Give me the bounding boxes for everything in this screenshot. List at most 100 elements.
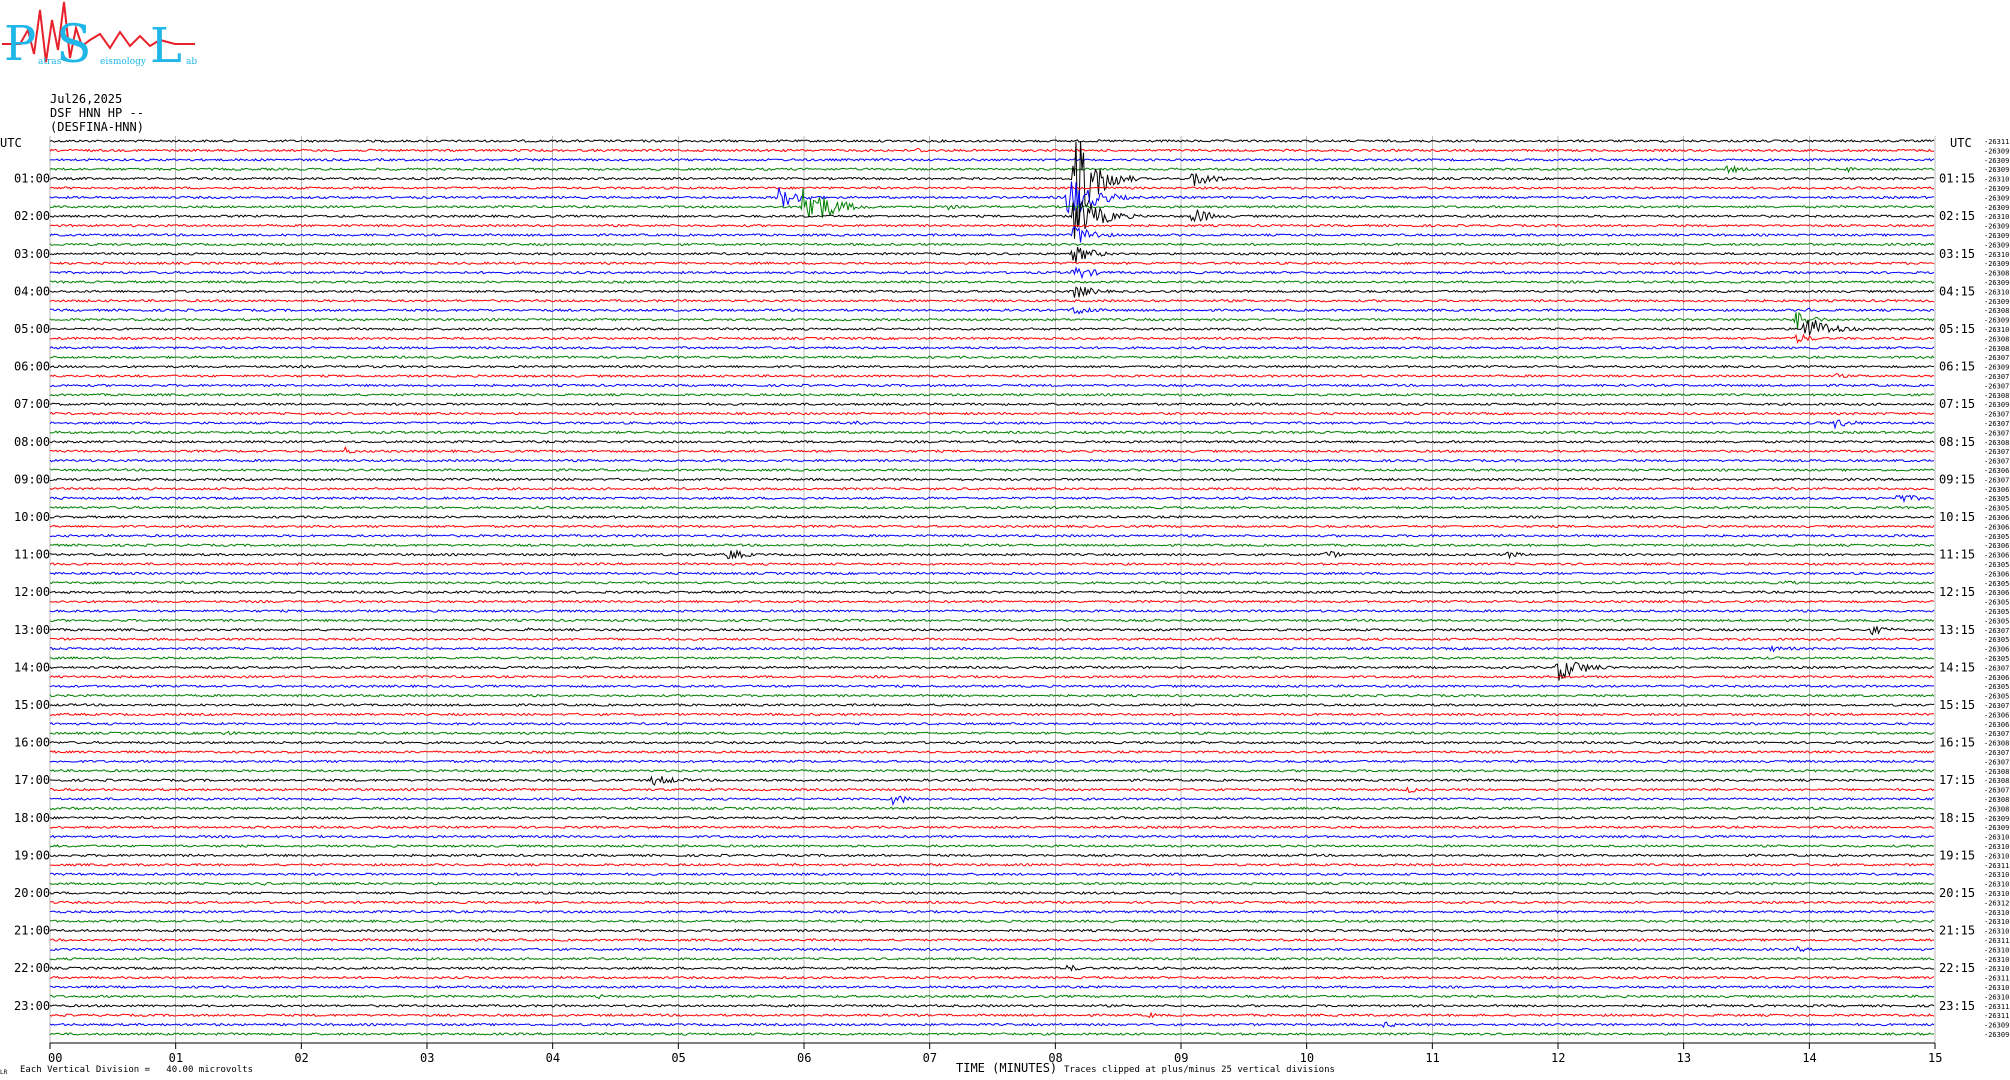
trace-offset-label: -26309 xyxy=(1984,166,2009,174)
trace-offset-label: -26309 xyxy=(1984,157,2009,165)
trace-offset-label: -26309 xyxy=(1984,279,2009,287)
trace-offset-label: -26310 xyxy=(1984,928,2009,936)
seismic-trace-21 xyxy=(49,333,1935,344)
seismic-trace-9 xyxy=(49,223,1935,228)
hour-label-right: 10:15 xyxy=(1939,510,1975,524)
psl-logo: P S L atras eismology ab xyxy=(2,1,197,75)
x-tick-label: 11 xyxy=(1425,1051,1439,1065)
grid-lines xyxy=(49,136,1936,1043)
trace-offset-label: -26306 xyxy=(1984,711,2009,719)
seismic-trace-74 xyxy=(49,834,1935,839)
trace-offset-label: -26309 xyxy=(1984,147,2009,155)
trace-offset-label: -26305 xyxy=(1984,505,2009,513)
trace-offset-label: -26310 xyxy=(1984,965,2009,973)
seismic-trace-24 xyxy=(49,364,1935,369)
seismic-trace-52 xyxy=(49,625,1935,636)
hour-label-right: 07:15 xyxy=(1939,397,1975,411)
trace-offset-label: -26306 xyxy=(1984,542,2009,550)
trace-offset-label: -26307 xyxy=(1984,664,2009,672)
trace-offset-label: -26307 xyxy=(1984,787,2009,795)
hour-label-right: 15:15 xyxy=(1939,698,1975,712)
seismic-trace-29 xyxy=(49,411,1935,416)
hour-label-right: 01:15 xyxy=(1939,172,1975,186)
trace-offset-label: -26310 xyxy=(1984,918,2009,926)
x-tick-label: 07 xyxy=(923,1051,937,1065)
trace-offset-label: -26308 xyxy=(1984,439,2009,447)
trace-offset-label: -26309 xyxy=(1984,298,2009,306)
trace-offset-label: -26305 xyxy=(1984,599,2009,607)
seismic-trace-3 xyxy=(49,164,1935,175)
seismic-trace-58 xyxy=(49,684,1935,689)
trace-offset-label: -26305 xyxy=(1984,693,2009,701)
seismic-trace-16 xyxy=(49,285,1935,298)
seismic-trace-56 xyxy=(49,661,1935,681)
trace-offset-label: -26305 xyxy=(1984,608,2009,616)
trace-offset-label: -26308 xyxy=(1984,270,2009,278)
seismic-trace-11 xyxy=(49,242,1935,247)
seismic-trace-12 xyxy=(49,246,1935,263)
seismic-trace-13 xyxy=(49,261,1935,266)
seismic-trace-26 xyxy=(49,383,1935,388)
seismic-trace-22 xyxy=(49,345,1935,350)
seismic-trace-50 xyxy=(49,609,1935,613)
trace-offset-label: -26311 xyxy=(1984,138,2009,146)
hour-label-left: 06:00 xyxy=(14,360,50,374)
seismic-trace-55 xyxy=(49,656,1935,660)
hour-label-right: 09:15 xyxy=(1939,472,1975,486)
trace-offset-label: -26309 xyxy=(1984,1022,2009,1030)
hour-label-right: 13:15 xyxy=(1939,623,1975,637)
trace-offset-label: -26308 xyxy=(1984,796,2009,804)
logo-text-ab: ab xyxy=(186,57,197,67)
hour-label-left: 04:00 xyxy=(14,284,50,298)
trace-offset-label: -26310 xyxy=(1984,213,2009,221)
hour-label-left: 11:00 xyxy=(14,548,50,562)
seismic-trace-20 xyxy=(49,319,1935,336)
hour-label-right: 23:15 xyxy=(1939,999,1975,1013)
trace-offset-label: -26310 xyxy=(1984,946,2009,954)
seismic-trace-6 xyxy=(49,181,1934,214)
seismic-trace-70 xyxy=(49,795,1935,807)
hour-label-left: 21:00 xyxy=(14,924,50,938)
seismic-trace-76 xyxy=(49,853,1935,858)
seismic-trace-73 xyxy=(49,825,1934,830)
trace-offset-label: -26307 xyxy=(1984,749,2009,757)
seismic-trace-68 xyxy=(49,775,1935,786)
seismic-trace-80 xyxy=(49,891,1935,895)
trace-offset-label: -26309 xyxy=(1984,204,2009,212)
x-tick-label: 08 xyxy=(1048,1051,1062,1065)
x-tick-label: 05 xyxy=(671,1051,685,1065)
seismic-trace-69 xyxy=(50,786,1935,794)
trace-offset-label: -26306 xyxy=(1984,674,2009,682)
seismic-trace-61 xyxy=(49,712,1935,717)
seismic-trace-71 xyxy=(49,806,1935,811)
seismic-trace-92 xyxy=(49,1003,1935,1008)
seismic-trace-59 xyxy=(49,693,1935,698)
trace-offset-label: -26309 xyxy=(1984,815,2009,823)
x-tick-label: 12 xyxy=(1551,1051,1565,1065)
trace-offset-label: -26311 xyxy=(1984,862,2009,870)
hour-label-right: 22:15 xyxy=(1939,961,1975,975)
seismic-trace-45 xyxy=(49,562,1935,566)
trace-offset-label: -26309 xyxy=(1984,223,2009,231)
trace-offset-label: -26305 xyxy=(1984,636,2009,644)
trace-offset-label: -26310 xyxy=(1984,993,2009,1001)
trace-offset-label: -26309 xyxy=(1984,260,2009,268)
hour-label-left: 01:00 xyxy=(14,172,50,186)
seismic-trace-0 xyxy=(49,139,1935,143)
trace-offset-label: -26306 xyxy=(1984,721,2009,729)
seismic-trace-2 xyxy=(49,157,1935,162)
trace-offset-label: -26305 xyxy=(1984,655,2009,663)
seismic-trace-23 xyxy=(49,355,1935,360)
seismic-trace-84 xyxy=(49,928,1935,933)
hour-label-left: 07:00 xyxy=(14,397,50,411)
seismic-trace-14 xyxy=(49,266,1935,280)
hour-label-left: 10:00 xyxy=(14,510,50,524)
trace-offset-label: -26306 xyxy=(1984,514,2009,522)
trace-offset-label: -26305 xyxy=(1984,561,2009,569)
right-hour-labels: 01:15 02:15 03:15 04:15 05:15 06:15 07:15 08:15… xyxy=(1939,172,1975,1013)
seismic-trace-7 xyxy=(50,188,1935,218)
seismic-trace-64 xyxy=(49,740,1935,745)
seismic-trace-44 xyxy=(49,548,1935,560)
seismic-trace-89 xyxy=(49,975,1935,980)
x-tick-label: 10 xyxy=(1300,1051,1314,1065)
